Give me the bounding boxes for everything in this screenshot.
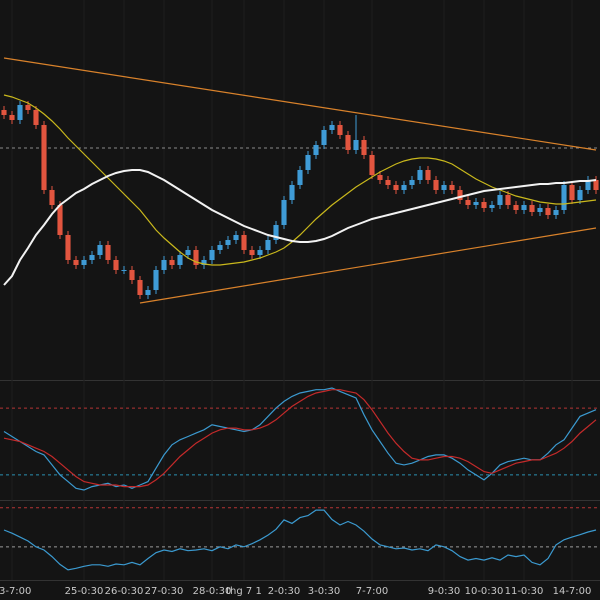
candle-body [113, 260, 119, 270]
candle-body [353, 140, 359, 150]
candle-body [257, 250, 263, 255]
candle-body [481, 202, 487, 208]
candle-body [409, 180, 415, 185]
candle-body [249, 250, 255, 255]
x-tick-label: 3-0:30 [308, 586, 340, 597]
candle-body [561, 185, 567, 210]
trendline [139, 227, 597, 304]
x-tick-label: 28-0:30 [193, 586, 232, 597]
candle-body [417, 170, 423, 180]
candle-body [537, 208, 543, 212]
candle-body [1, 110, 7, 115]
candle-body [513, 205, 519, 210]
candle-body [265, 240, 271, 250]
candle-body [529, 205, 535, 212]
candle-body [201, 260, 207, 265]
candle-body [145, 290, 151, 295]
candle-body [593, 180, 599, 190]
candle-body [473, 202, 479, 205]
trendline [3, 57, 597, 151]
candle-body [233, 235, 239, 240]
candle-body [41, 125, 47, 190]
candle-body [169, 260, 175, 265]
candle-body [297, 170, 303, 185]
candle-body [377, 175, 383, 180]
candle-body [361, 140, 367, 155]
candle-body [393, 185, 399, 190]
x-tick-label: thg 7 1 [226, 586, 262, 597]
candle-body [337, 125, 343, 135]
x-tick-label: 26-0:30 [105, 586, 144, 597]
candle-body [449, 185, 455, 190]
candle-body [33, 110, 39, 125]
candle-body [49, 190, 55, 205]
candle-body [385, 180, 391, 185]
x-tick-label: 27-0:30 [145, 586, 184, 597]
x-tick-label: 2-0:30 [268, 586, 300, 597]
candle-body [489, 205, 495, 208]
candle-body [57, 205, 63, 235]
candle-body [289, 185, 295, 200]
candle-body [577, 190, 583, 200]
candle-body [505, 195, 511, 205]
candle-body [185, 250, 191, 255]
candle-body [81, 260, 87, 265]
candle-body [17, 105, 23, 120]
candle-body [345, 135, 351, 150]
candle-body [441, 185, 447, 190]
candle-body [225, 240, 231, 245]
candle-body [241, 235, 247, 250]
candle-body [97, 245, 103, 255]
x-tick-label: 9-0:30 [428, 586, 460, 597]
candle-body [129, 270, 135, 280]
candle-body [281, 200, 287, 225]
candle-body [553, 210, 559, 215]
candle-body [305, 155, 311, 170]
candle-body [401, 185, 407, 190]
indicator-line [3, 509, 597, 571]
candle-body [521, 205, 527, 210]
candle-body [321, 130, 327, 145]
candle-body [25, 105, 31, 110]
candle-body [153, 270, 159, 290]
x-tick-label: 10-0:30 [465, 586, 504, 597]
candle-body [273, 225, 279, 240]
candle-body [89, 255, 95, 260]
candle-body [497, 195, 503, 205]
candle-body [65, 235, 71, 260]
candle-body [313, 145, 319, 155]
candle-body [545, 208, 551, 215]
candle-body [209, 250, 215, 260]
candle-body [465, 200, 471, 205]
x-tick-label: 14-7:00 [553, 586, 592, 597]
candle-body [193, 250, 199, 265]
candle-body [105, 245, 111, 260]
x-tick-label: 7-7:00 [356, 586, 388, 597]
candle-body [161, 260, 167, 270]
moving-average [3, 169, 597, 286]
indicator-line [3, 389, 597, 488]
candle-body [177, 255, 183, 265]
candle-body [425, 170, 431, 180]
candle-body [121, 270, 127, 271]
candle-body [137, 280, 143, 295]
x-tick-label: 11-0:30 [505, 586, 544, 597]
x-tick-label: 23-7:00 [0, 586, 31, 597]
candle-body [9, 115, 15, 120]
candle-body [569, 185, 575, 200]
candle-body [433, 180, 439, 190]
candle-body [457, 190, 463, 200]
candle-body [73, 260, 79, 265]
candle-body [217, 245, 223, 250]
candle-body [585, 180, 591, 190]
candle-body [369, 155, 375, 175]
x-tick-label: 25-0:30 [65, 586, 104, 597]
candle-body [329, 125, 335, 130]
